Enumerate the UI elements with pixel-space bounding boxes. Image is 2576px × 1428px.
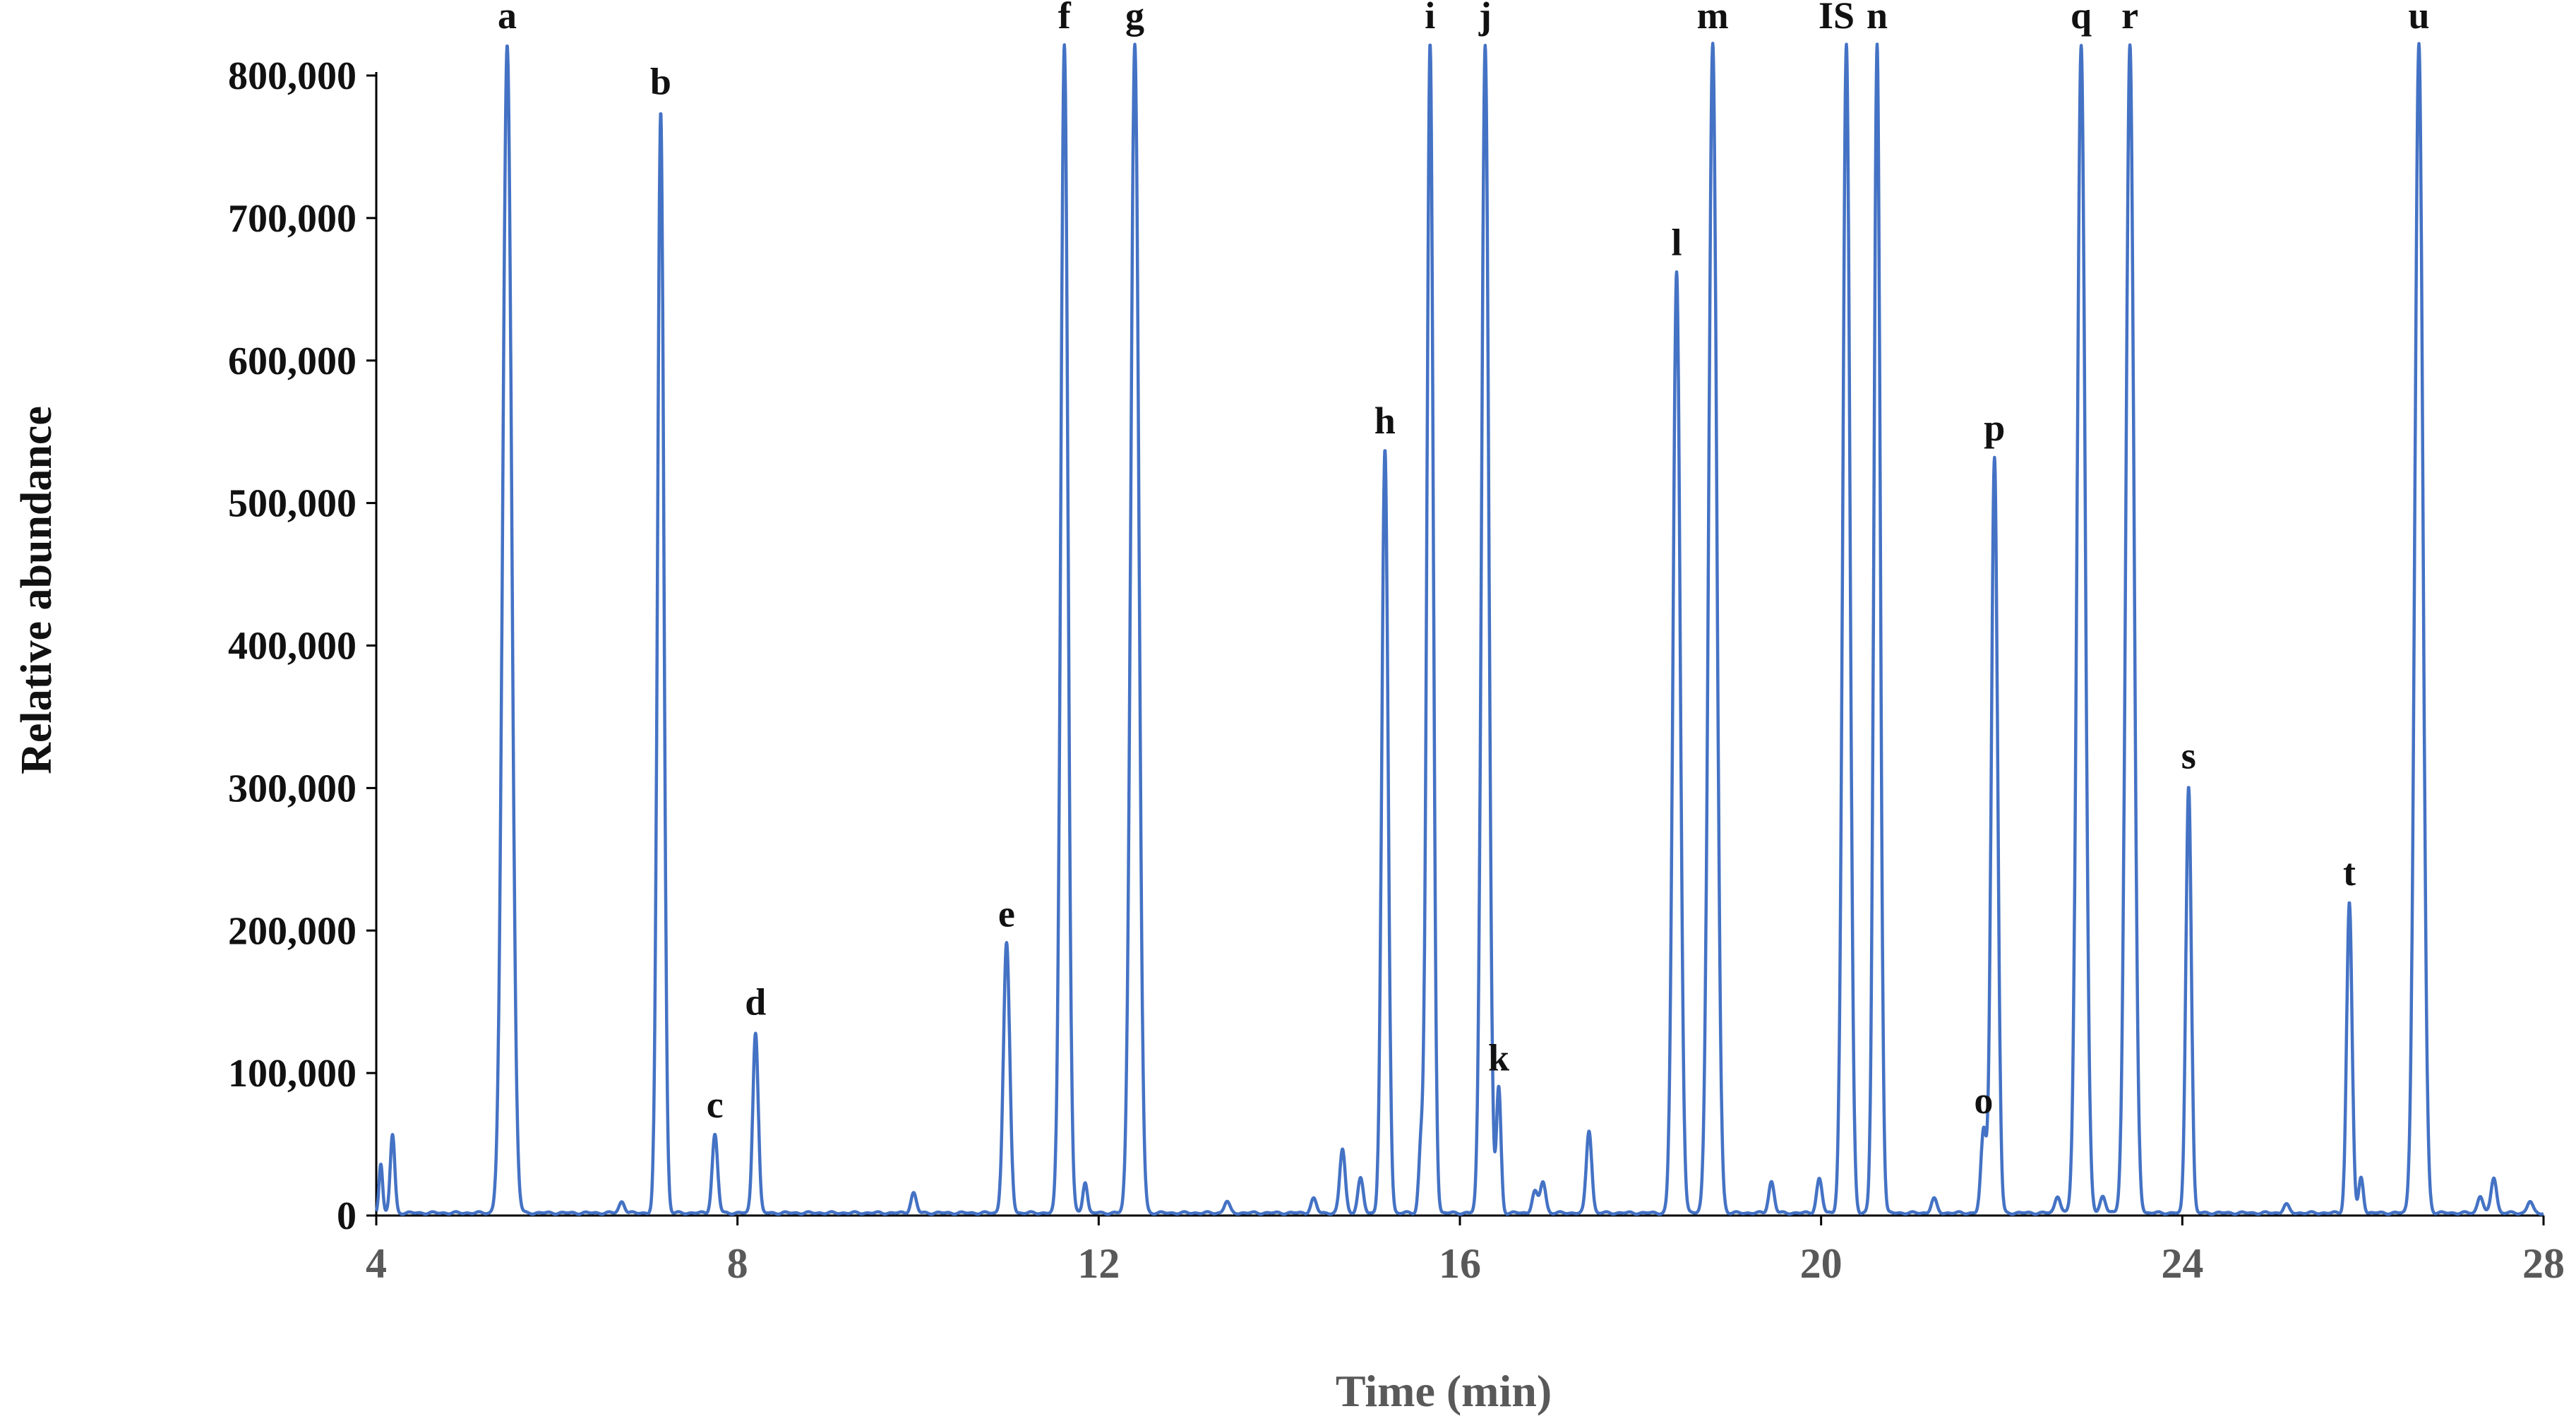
peak-label-l: l xyxy=(1671,222,1682,264)
x-axis-title: Time (min) xyxy=(1336,1366,1552,1416)
peak-label-m: m xyxy=(1697,0,1729,37)
y-axis-title: Relative abundance xyxy=(13,406,61,774)
y-tick-label: 600,000 xyxy=(228,340,357,383)
x-tick-label: 16 xyxy=(1439,1240,1481,1287)
x-tick-label: 24 xyxy=(2161,1240,2203,1287)
peak-label-c: c xyxy=(707,1084,724,1126)
x-tick-label: 12 xyxy=(1077,1240,1120,1287)
y-tick-label: 500,000 xyxy=(228,482,357,526)
peak-label-k: k xyxy=(1488,1036,1509,1079)
peak-label-h: h xyxy=(1374,400,1396,442)
y-axis: 0 100,000 200,000 300,000 400,000 500,000 600,… xyxy=(228,54,378,1238)
peak-label-i: i xyxy=(1425,0,1435,37)
peak-label-j: j xyxy=(1478,0,1492,37)
x-tick-label: 4 xyxy=(366,1240,387,1287)
y-tick-label: 200,000 xyxy=(228,909,357,953)
x-tick-label: 8 xyxy=(727,1240,748,1287)
peak-label-t: t xyxy=(2343,851,2356,894)
y-tick-label: 300,000 xyxy=(228,767,357,810)
peak-label-p: p xyxy=(1984,407,2005,449)
peak-label-f: f xyxy=(1058,0,1072,37)
x-axis: 4 8 12 16 20 24 28 xyxy=(366,1214,2565,1287)
chromatogram-trace xyxy=(374,42,2545,1216)
y-tick-label: 0 xyxy=(337,1194,357,1238)
peak-label-IS: IS xyxy=(1819,0,1855,37)
peak-label-u: u xyxy=(2408,0,2429,37)
peak-labels: a b c d e f g h i j k l m IS n o p q r s t u xyxy=(498,0,2430,1126)
peak-label-r: r xyxy=(2121,0,2138,37)
y-tick-label: 100,000 xyxy=(228,1052,357,1096)
peak-label-q: q xyxy=(2071,0,2092,37)
y-tick-label: 400,000 xyxy=(228,625,357,668)
peak-label-o: o xyxy=(1974,1079,1993,1122)
y-tick-label: 700,000 xyxy=(228,197,357,241)
peak-label-e: e xyxy=(998,892,1015,935)
peak-label-g: g xyxy=(1125,0,1144,37)
peak-label-a: a xyxy=(498,0,517,37)
peak-label-n: n xyxy=(1867,0,1888,37)
peak-label-b: b xyxy=(650,61,671,103)
peak-label-d: d xyxy=(745,981,766,1024)
x-tick-label: 28 xyxy=(2522,1240,2565,1287)
peak-label-s: s xyxy=(2181,734,2196,776)
y-tick-label: 800,000 xyxy=(228,54,357,98)
x-tick-label: 20 xyxy=(1800,1240,1843,1287)
